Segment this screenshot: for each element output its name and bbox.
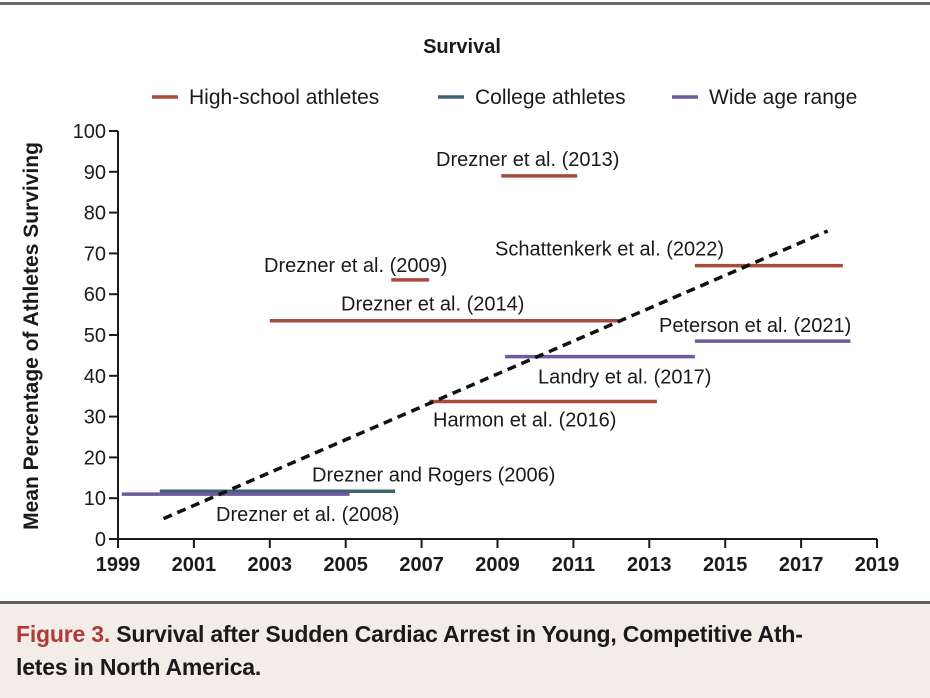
- caption-rule: [0, 601, 930, 604]
- x-tick-label: 2001: [172, 554, 217, 576]
- x-tick-label: 2007: [399, 554, 444, 576]
- caption-text: Survival after Sudden Cardiac Arrest in …: [16, 621, 803, 680]
- figure-caption: Figure 3. Survival after Sudden Cardiac …: [0, 604, 930, 698]
- x-tick-label: 2003: [248, 554, 293, 576]
- y-tick-label: 60: [84, 284, 106, 306]
- y-tick-label: 10: [84, 488, 106, 510]
- survival-chart: Survival High-school athletes College ath…: [20, 36, 900, 576]
- x-tick-label: 2011: [552, 554, 595, 576]
- y-tick-label: 50: [84, 325, 106, 347]
- y-tick-label: 0: [95, 529, 106, 551]
- x-tick-label: 1999: [96, 554, 141, 576]
- legend: High-school athletes College athletes Wide…: [152, 86, 857, 109]
- study-label: Drezner et al. (2009): [264, 255, 447, 277]
- study-label: Drezner et al. (2014): [341, 294, 524, 316]
- x-tick-label: 2005: [323, 554, 368, 576]
- y-tick-label: 20: [84, 447, 106, 469]
- y-tick-label: 30: [84, 407, 106, 429]
- y-tick-label: 40: [84, 366, 106, 388]
- legend-label-high_school: High-school athletes: [189, 86, 379, 109]
- figure-label: Figure 3.: [16, 621, 111, 647]
- y-tick-label: 100: [73, 121, 106, 143]
- legend-label-wide: Wide age range: [709, 86, 857, 109]
- study-label: Peterson et al. (2021): [659, 315, 851, 337]
- study-label: Schattenkerk et al. (2022): [495, 239, 724, 261]
- data-marks: [121, 174, 851, 521]
- y-tick-label: 80: [84, 203, 106, 225]
- x-tick-label: 2015: [703, 554, 748, 576]
- chart-title: Survival: [423, 36, 501, 58]
- x-tick-label: 2017: [779, 554, 824, 576]
- legend-label-college: College athletes: [475, 86, 626, 109]
- y-tick-label: 90: [84, 162, 106, 184]
- y-axis-label: Mean Percentage of Athletes Surviving: [20, 142, 43, 530]
- x-tick-label: 2013: [627, 554, 672, 576]
- study-label: Landry et al. (2017): [538, 367, 711, 389]
- x-tick-label: 2009: [475, 554, 520, 576]
- x-tick-label: 2019: [855, 554, 900, 576]
- study-label: Drezner et al. (2008): [216, 504, 399, 526]
- top-rule: [0, 2, 930, 5]
- study-labels: Drezner et al. (2013) Drezner et al. (200…: [216, 149, 851, 526]
- axes: 0 10 20 30 40 50 60 70 80 90 100 1999 2001 2003 2005 20…: [73, 121, 900, 576]
- trend-line: [162, 229, 829, 521]
- y-tick-label: 70: [84, 243, 106, 265]
- study-label: Harmon et al. (2016): [433, 410, 616, 432]
- study-label: Drezner et al. (2013): [436, 149, 619, 171]
- study-label: Drezner and Rogers (2006): [312, 464, 555, 486]
